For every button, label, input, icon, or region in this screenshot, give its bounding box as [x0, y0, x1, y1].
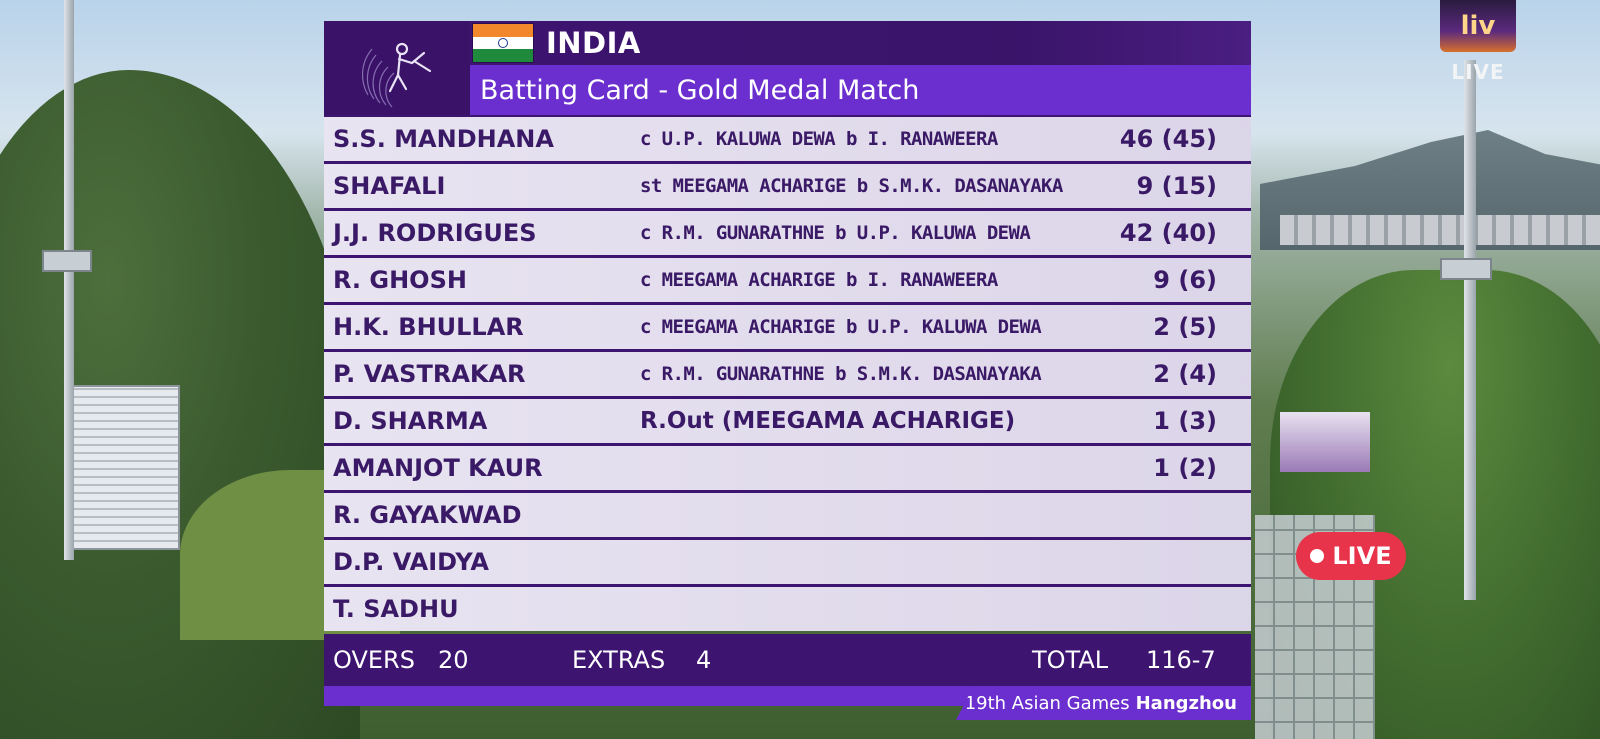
batter-row: S.S. MANDHANA c U.P. KALUWA DEWA b I. RA… — [324, 117, 1251, 161]
batter-row: T. SADHU — [324, 587, 1251, 631]
event-prefix: 19th Asian Games — [964, 692, 1130, 714]
batter-dismissal: st MEEGAMA ACHARIGE b S.M.K. DASANAYAKA — [640, 175, 1063, 197]
live-badge-label: LIVE — [1332, 542, 1392, 570]
extras-value: 4 — [696, 646, 712, 674]
floodlight-pole-right — [1464, 60, 1476, 600]
batter-name: D. SHARMA — [333, 407, 488, 435]
batter-name: D.P. VAIDYA — [333, 548, 489, 576]
batter-score: 42 (40) — [1119, 219, 1217, 247]
batter-row: AMANJOT KAUR 1 (2) — [324, 446, 1251, 490]
batter-name: AMANJOT KAUR — [333, 454, 543, 482]
broadcaster-logo: liv — [1440, 0, 1516, 52]
floodlight-right — [1440, 258, 1492, 280]
team-row: INDIA — [470, 21, 1251, 65]
floodlight-left — [42, 250, 92, 272]
batter-name: P. VASTRAKAR — [333, 360, 526, 388]
batter-score: 9 (6) — [1153, 266, 1217, 294]
overs-value: 20 — [438, 646, 469, 674]
batter-dismissal: c MEEGAMA ACHARIGE b U.P. KALUWA DEWA — [640, 316, 1042, 338]
event-logo — [324, 21, 470, 115]
batter-row: P. VASTRAKAR c R.M. GUNARATHNE b S.M.K. … — [324, 352, 1251, 396]
live-dot-icon — [1310, 549, 1325, 563]
subtitle-row: Batting Card - Gold Medal Match — [470, 65, 1251, 115]
batter-name: T. SADHU — [333, 595, 459, 623]
batter-row: SHAFALI st MEEGAMA ACHARIGE b S.M.K. DAS… — [324, 164, 1251, 208]
batter-dismissal: c MEEGAMA ACHARIGE b I. RANAWEERA — [640, 269, 998, 291]
batter-row: J.J. RODRIGUES c R.M. GUNARATHNE b U.P. … — [324, 211, 1251, 255]
batter-row: R. GHOSH c MEEGAMA ACHARIGE b I. RANAWEE… — [324, 258, 1251, 302]
batters-list: S.S. MANDHANA c U.P. KALUWA DEWA b I. RA… — [324, 115, 1251, 631]
batter-row: D.P. VAIDYA — [324, 540, 1251, 584]
floodlight-pole-left — [64, 0, 74, 560]
total-label: TOTAL — [1032, 646, 1109, 674]
batter-dismissal: c U.P. KALUWA DEWA b I. RANAWEERA — [640, 128, 998, 150]
batter-score: 46 (45) — [1119, 125, 1217, 153]
team-name: INDIA — [546, 26, 641, 60]
innings-summary: OVERS 20 EXTRAS 4 TOTAL 116-7 — [324, 634, 1251, 686]
card-subtitle: Batting Card - Gold Medal Match — [480, 74, 920, 106]
batter-name: SHAFALI — [333, 172, 446, 200]
distant-buildings — [1280, 215, 1600, 245]
batter-row: D. SHARMA R.Out (MEEGAMA ACHARIGE) 1 (3) — [324, 399, 1251, 443]
event-city: Hangzhou — [1135, 692, 1237, 714]
batter-name: H.K. BHULLAR — [333, 313, 524, 341]
batter-name: R. GHOSH — [333, 266, 467, 294]
batter-dismissal: c R.M. GUNARATHNE b S.M.K. DASANAYAKA — [640, 363, 1042, 385]
batter-score: 2 (4) — [1153, 360, 1217, 388]
batter-name: S.S. MANDHANA — [333, 125, 554, 153]
batter-score: 9 (15) — [1136, 172, 1217, 200]
batter-dismissal: c R.M. GUNARATHNE b U.P. KALUWA DEWA — [640, 222, 1031, 244]
extras-label: EXTRAS — [572, 646, 666, 674]
batter-score: 1 (3) — [1153, 407, 1217, 435]
total-value: 116-7 — [1146, 646, 1216, 674]
tent — [1280, 412, 1370, 472]
overs-label: OVERS — [333, 646, 415, 674]
cricket-batter-icon — [362, 42, 432, 108]
event-name: 19th Asian Games Hangzhou — [956, 686, 1251, 720]
scorecard-header: INDIA Batting Card - Gold Medal Match — [324, 21, 1251, 115]
batter-row: R. GAYAKWAD — [324, 493, 1251, 537]
batter-name: R. GAYAKWAD — [333, 501, 522, 529]
stadium-screen-board — [70, 385, 180, 550]
batter-dismissal: R.Out (MEEGAMA ACHARIGE) — [640, 408, 1016, 434]
india-flag-icon — [472, 23, 534, 63]
batter-name: J.J. RODRIGUES — [333, 219, 537, 247]
batter-score: 2 (5) — [1153, 313, 1217, 341]
event-bar: 19th Asian Games Hangzhou — [324, 686, 1251, 720]
batting-scorecard: INDIA Batting Card - Gold Medal Match S.… — [324, 21, 1251, 720]
batter-row: H.K. BHULLAR c MEEGAMA ACHARIGE b U.P. K… — [324, 305, 1251, 349]
broadcaster-live-text: LIVE — [1451, 60, 1505, 84]
live-badge: LIVE — [1296, 532, 1406, 580]
batter-score: 1 (2) — [1153, 454, 1217, 482]
